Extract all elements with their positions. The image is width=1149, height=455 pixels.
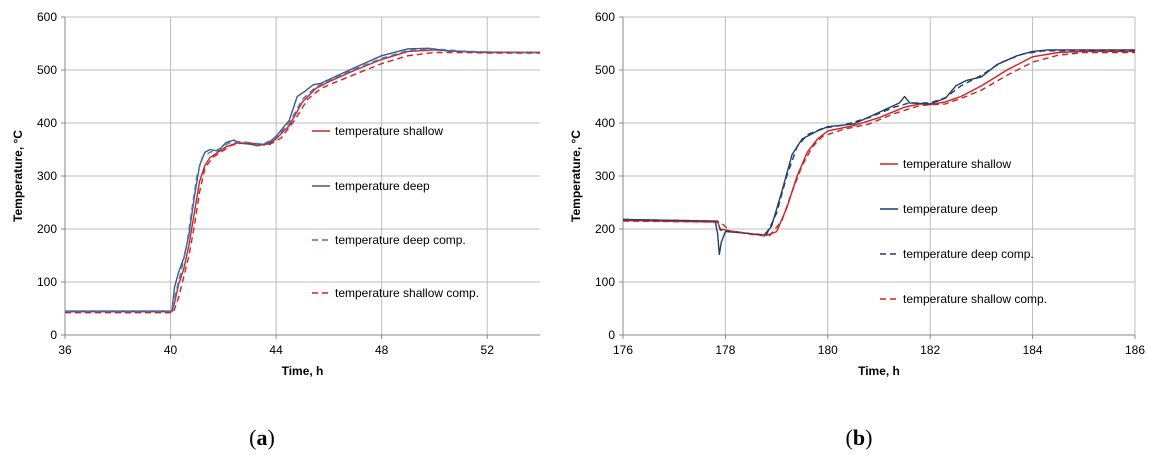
- caption-open-paren: (: [249, 425, 256, 450]
- x-axis-title: Time, h: [858, 364, 900, 378]
- series-line-temperature-shallow: [65, 49, 540, 313]
- legend-label: temperature deep: [335, 179, 430, 193]
- series-line-temperature-shallow: [622, 50, 1135, 237]
- series-line-temperature-deep: [622, 49, 1135, 256]
- caption-letter: b: [853, 425, 865, 450]
- legend-label: temperature deep comp.: [335, 233, 466, 247]
- y-tick-label: 300: [595, 169, 615, 183]
- y-tick-label: 400: [595, 116, 615, 130]
- x-tick-label: 52: [481, 343, 495, 357]
- y-tick-label: 100: [595, 275, 615, 289]
- y-tick-label: 0: [50, 328, 57, 342]
- caption-letter: a: [257, 425, 268, 450]
- legend-label: temperature deep comp.: [903, 247, 1034, 261]
- series-line-temperature-deep: [65, 47, 541, 312]
- y-tick-label: 600: [37, 10, 57, 24]
- y-tick-label: 500: [595, 63, 615, 77]
- caption-close-paren: ): [865, 425, 872, 450]
- x-tick-label: 48: [375, 343, 389, 357]
- legend-label: temperature shallow: [903, 157, 1011, 171]
- legend-label: temperature deep: [903, 202, 998, 216]
- x-axis-title: Time, h: [282, 364, 324, 378]
- y-tick-label: 100: [37, 275, 57, 289]
- x-tick-label: 36: [58, 343, 72, 357]
- legend-label: temperature shallow: [335, 124, 443, 138]
- panel-caption: (b): [846, 425, 873, 450]
- y-tick-label: 300: [37, 169, 57, 183]
- y-axis-title: Temperature, °C: [11, 130, 25, 222]
- series-line-temperature-deep-comp-: [622, 49, 1135, 236]
- legend-label: temperature shallow comp.: [903, 292, 1047, 306]
- caption-open-paren: (: [846, 425, 853, 450]
- series-line-temperature-shallow-comp-: [65, 51, 540, 314]
- x-tick-label: 44: [269, 343, 283, 357]
- x-tick-label: 182: [920, 343, 940, 357]
- y-tick-label: 0: [608, 328, 615, 342]
- chart-b: 176 178 180 182 184 186 0 100 200 300 400 500 600 Tim…: [569, 10, 1145, 450]
- y-tick-label: 600: [595, 10, 615, 24]
- y-tick-label: 200: [595, 222, 615, 236]
- caption-close-paren: ): [268, 425, 275, 450]
- y-axis-title: Temperature, °C: [569, 130, 583, 222]
- y-tick-label: 500: [37, 63, 57, 77]
- x-tick-label: 40: [164, 343, 178, 357]
- chart-a: 36 40 44 48 52 0 100 200 300 400 500 600 Time, h Temp…: [11, 10, 541, 450]
- series-line-temperature-shallow-comp-: [622, 51, 1135, 238]
- legend-label: temperature shallow comp.: [335, 286, 479, 300]
- x-tick-label: 178: [715, 343, 735, 357]
- x-tick-label: 184: [1023, 343, 1043, 357]
- panel-caption: (a): [249, 425, 275, 450]
- series-line-temperature-deep-comp-: [65, 48, 541, 312]
- y-tick-label: 200: [37, 222, 57, 236]
- x-tick-label: 176: [613, 343, 633, 357]
- x-tick-label: 186: [1125, 343, 1145, 357]
- x-tick-label: 180: [818, 343, 838, 357]
- y-tick-label: 400: [37, 116, 57, 130]
